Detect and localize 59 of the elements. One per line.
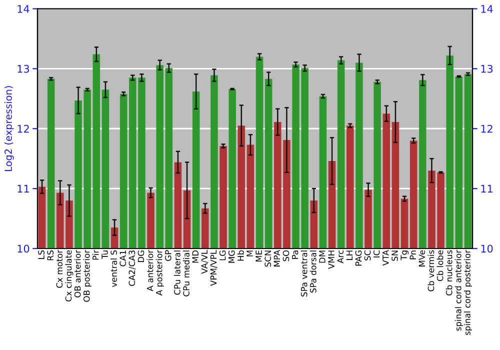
x-tick-label: MVe xyxy=(418,250,426,266)
x-tick-label: SN xyxy=(392,250,398,261)
x-tick-label: spinal cord anterior xyxy=(454,250,463,331)
y-tick-label: 12 xyxy=(18,124,29,133)
x-tick-label: LG xyxy=(219,250,226,260)
x-tick-label: MPA xyxy=(274,250,280,266)
x-tick-label: SPa ventral xyxy=(300,250,308,296)
x-tick-label: Tg xyxy=(400,250,409,260)
y-tick-label: 11 xyxy=(18,184,29,193)
x-tick-label: Pir xyxy=(92,250,99,260)
x-tick-label: OB posterior xyxy=(83,250,92,302)
x-tick-label: ME xyxy=(256,250,262,262)
y2-tick-label: 11 xyxy=(481,184,492,193)
y2-tick-label: 12 xyxy=(481,124,492,133)
x-tick-label: M xyxy=(246,250,253,256)
x-tick-label: LS xyxy=(38,250,44,260)
x-tick-label: VPM/VPL xyxy=(210,250,218,286)
x-tick-label: DM xyxy=(319,250,326,263)
x-tick-label: GP xyxy=(165,250,172,261)
x-tick-label: VMH xyxy=(328,250,334,269)
y-tick-label: 10 xyxy=(18,244,30,253)
y2-tick-label: 10 xyxy=(481,244,493,253)
x-tick-label: OB anterior xyxy=(74,250,81,298)
x-tick-label: Pn xyxy=(410,250,416,260)
x-tick-label: CA1 xyxy=(120,250,126,266)
x-tick-label: Hb xyxy=(237,250,244,261)
x-tick-label: SCN xyxy=(264,250,272,267)
x-tick-label: Pa xyxy=(292,250,298,259)
y2-tick-label: 14 xyxy=(481,5,493,13)
x-tick-label: CA2/CA3 xyxy=(128,250,136,286)
x-tick-label: Cx motor xyxy=(56,250,63,288)
x-tick-label: RS xyxy=(47,250,54,260)
x-tick-label: IC xyxy=(373,250,380,258)
x-tick-label: Arc xyxy=(337,250,344,264)
x-tick-label: VTA xyxy=(382,250,389,266)
y-tick-label: 14 xyxy=(18,5,30,13)
x-tick-label: CPu medial xyxy=(183,250,190,296)
x-tick-label: MG xyxy=(228,250,235,263)
x-tick-label: ventral S xyxy=(110,250,117,288)
x-tick-label: PAG xyxy=(355,250,362,266)
x-tick-label: LH xyxy=(346,250,352,260)
x-tick-label: CPu lateral xyxy=(174,250,180,295)
x-tick-label: MD xyxy=(192,250,198,263)
x-tick-label: Cb nucleus xyxy=(446,250,452,296)
x-tick-label: Tu xyxy=(102,250,108,260)
y2-tick-label: 13 xyxy=(481,64,493,73)
x-tick-label: DG xyxy=(138,250,144,262)
x-tick-label: Cb lobe xyxy=(436,250,444,282)
x-tick-label: SO xyxy=(282,250,290,262)
y-tick-label: 13 xyxy=(18,64,30,73)
y-axis-title: Log2 (expression) xyxy=(4,86,14,172)
x-tick-label: SC xyxy=(364,250,371,260)
x-tick-label: A anterior xyxy=(146,250,154,292)
x-tick-label: A posterior xyxy=(156,250,164,296)
x-tick-label: Cb vermis xyxy=(428,250,434,292)
x-tick-label: VA/VL xyxy=(201,250,208,274)
x-tick-label: SPa dorsal xyxy=(310,250,316,293)
x-tick-label: spinal cord posterior xyxy=(464,250,472,336)
x-tick-label: Cx cingulate xyxy=(65,250,74,302)
